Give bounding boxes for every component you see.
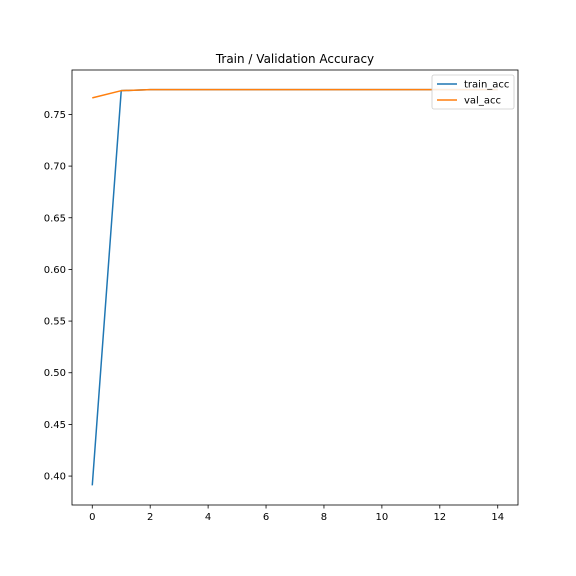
series-line-val-acc (92, 88, 498, 99)
y-tick-label: 0.40 (44, 472, 66, 483)
x-tick-label: 2 (147, 512, 153, 523)
plot-area (71, 69, 519, 506)
y-tick-label: 0.45 (44, 420, 66, 431)
plot-frame (71, 69, 519, 506)
y-tick-label: 0.50 (44, 368, 66, 379)
x-tick-label: 12 (433, 512, 446, 523)
series-layer (91, 88, 498, 486)
y-tick-label: 0.70 (44, 162, 66, 173)
y-axis: 0.40 0.45 0.50 0.55 0.60 0.65 0.70 0.75 (44, 110, 72, 483)
x-tick-label: 14 (491, 512, 504, 523)
legend-label-val-acc: val_acc (464, 96, 501, 107)
legend: train_acc val_acc (431, 74, 515, 110)
y-tick-label: 0.75 (44, 110, 66, 121)
x-tick-label: 10 (376, 512, 389, 523)
chart-title: Train / Validation Accuracy (215, 52, 374, 66)
legend-label-train-acc: train_acc (464, 80, 509, 91)
y-tick-label: 0.65 (44, 213, 66, 224)
x-tick-label: 6 (263, 512, 269, 523)
y-tick-label: 0.60 (44, 265, 66, 276)
x-tick-label: 4 (205, 512, 211, 523)
y-tick-label: 0.55 (44, 317, 66, 328)
series-line-train-acc (91, 88, 498, 486)
x-tick-label: 8 (321, 512, 327, 523)
x-axis: 0 2 4 6 8 10 12 14 (89, 505, 504, 523)
x-tick-label: 0 (89, 512, 95, 523)
